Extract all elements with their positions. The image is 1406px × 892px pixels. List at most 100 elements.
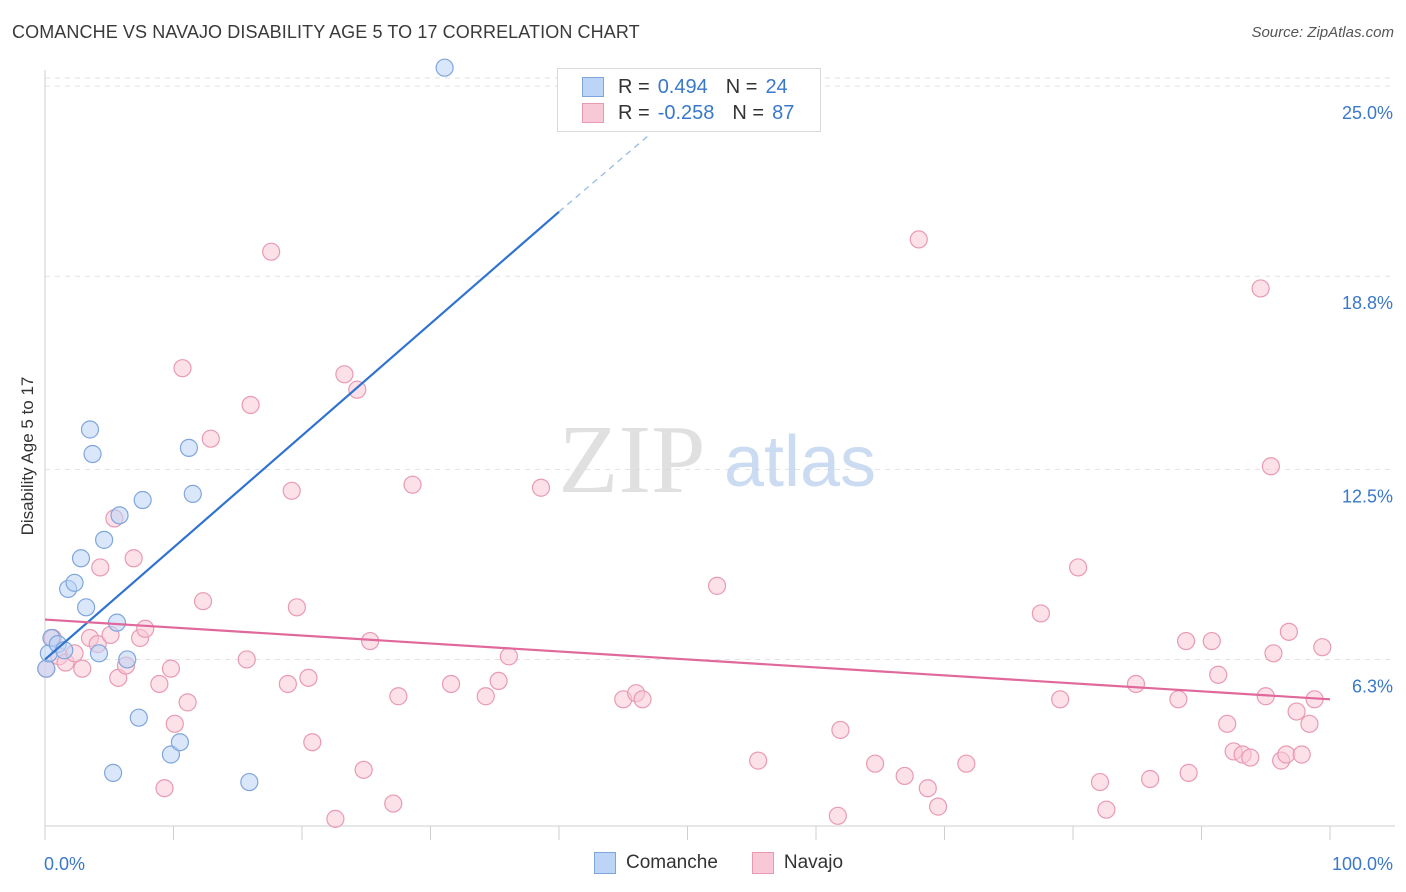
comanche-point <box>435 58 454 77</box>
navajo-point <box>633 690 652 709</box>
series-legend: Comanche Navajo <box>594 852 877 874</box>
navajo-point <box>287 598 306 617</box>
legend-navajo-label: Navajo <box>783 852 844 873</box>
navajo-swatch-icon <box>582 103 604 123</box>
grid-layer <box>45 77 1395 660</box>
comanche-point <box>183 484 202 503</box>
navajo-point <box>499 647 518 666</box>
navajo-point <box>831 720 850 740</box>
n-value: 24 <box>765 75 788 98</box>
comanche-point <box>83 444 102 464</box>
navajo-point <box>278 674 297 694</box>
navajo-point <box>1251 279 1270 298</box>
comanche-point <box>240 772 259 792</box>
navajo-point <box>828 806 847 825</box>
navajo-point <box>389 687 408 706</box>
navajo-point <box>384 794 403 813</box>
x-tick-label: 100.0% <box>1332 854 1393 874</box>
navajo-point <box>1261 457 1280 476</box>
navajo-point <box>326 809 345 828</box>
comanche-point <box>80 420 100 439</box>
navajo-point <box>348 380 367 399</box>
navajo-point <box>201 429 220 448</box>
navajo-point <box>1097 800 1116 819</box>
r-label: R = <box>618 101 650 124</box>
navajo-point <box>1126 674 1146 694</box>
watermark-atlas: atlas <box>724 422 876 502</box>
navajo-point <box>282 481 301 500</box>
navajo-point <box>165 714 184 733</box>
correlation-legend: R = 0.494 N = 24 R = -0.258 N = 87 <box>557 68 821 132</box>
navajo-point <box>262 242 281 261</box>
comanche-point <box>89 644 109 663</box>
comanche-point <box>95 530 114 549</box>
legend-row-navajo: R = -0.258 N = 87 <box>582 101 794 125</box>
legend-item-navajo[interactable]: Navajo <box>751 852 844 874</box>
comanche-swatch-icon <box>594 852 616 874</box>
legend-item-comanche[interactable]: Comanche <box>594 852 718 874</box>
navajo-point <box>489 671 508 691</box>
comanche-swatch-icon <box>582 77 604 97</box>
navajo-point <box>303 733 322 752</box>
navajo-point <box>161 659 181 678</box>
navajo-point <box>1287 702 1306 721</box>
y-tick-label: 25.0% <box>1342 103 1393 123</box>
navajo-point <box>749 751 768 770</box>
y-tick-label: 6.3% <box>1352 676 1393 696</box>
navajo-point <box>178 693 197 712</box>
comanche-point <box>161 745 181 764</box>
navajo-point <box>241 395 260 415</box>
navajo-point <box>1209 665 1228 684</box>
tick-labels: 6.3% 12.5% 18.8% 25.0% 0.0% 100.0% <box>44 103 1393 874</box>
navajo-point <box>299 668 318 687</box>
r-value: -0.258 <box>657 101 715 124</box>
navajo-point <box>354 760 373 779</box>
navajo-point <box>173 359 192 378</box>
n-label: N = <box>732 101 765 124</box>
navajo-point <box>1069 558 1088 577</box>
navajo-points <box>37 230 1332 828</box>
comanche-trend-line <box>44 210 560 661</box>
comanche-point <box>104 763 123 782</box>
navajo-point <box>707 576 727 595</box>
navajo-point <box>1169 690 1188 709</box>
y-tick-label: 18.8% <box>1342 293 1393 313</box>
navajo-point <box>124 549 143 568</box>
navajo-point <box>895 766 914 786</box>
navajo-point <box>1051 690 1070 709</box>
comanche-point <box>110 506 129 525</box>
legend-row-comanche: R = 0.494 N = 24 <box>582 75 788 99</box>
navajo-point <box>918 779 937 798</box>
navajo-point <box>866 754 885 773</box>
comanche-point <box>71 549 91 568</box>
x-tick-label: 0.0% <box>44 854 85 874</box>
n-label: N = <box>725 75 758 98</box>
navajo-point <box>1218 714 1237 733</box>
r-label: R = <box>618 75 650 98</box>
n-value: 87 <box>772 101 795 124</box>
navajo-point <box>1140 769 1160 789</box>
r-value: 0.494 <box>657 75 708 98</box>
comanche-point <box>118 650 137 669</box>
navajo-point <box>1179 763 1198 782</box>
navajo-point <box>1277 745 1296 764</box>
navajo-point <box>335 365 354 384</box>
chart-title: COMANCHE VS NAVAJO DISABILITY AGE 5 TO 1… <box>12 22 640 42</box>
comanche-point <box>170 733 190 752</box>
navajo-point <box>1279 622 1298 641</box>
navajo-swatch-icon <box>751 852 774 874</box>
comanche-point <box>133 490 152 510</box>
navajo-point <box>155 779 174 798</box>
comanche-point <box>55 641 74 660</box>
navajo-point <box>136 619 155 638</box>
comanche-point <box>129 708 148 727</box>
navajo-point <box>1292 745 1311 764</box>
navajo-point <box>73 659 92 678</box>
y-tick-label: 12.5% <box>1342 486 1393 506</box>
comanche-point <box>37 659 56 678</box>
comanche-trend-extension <box>558 134 650 213</box>
trend-lines <box>44 134 1331 701</box>
navajo-point <box>237 650 256 669</box>
navajo-point <box>1300 714 1319 733</box>
